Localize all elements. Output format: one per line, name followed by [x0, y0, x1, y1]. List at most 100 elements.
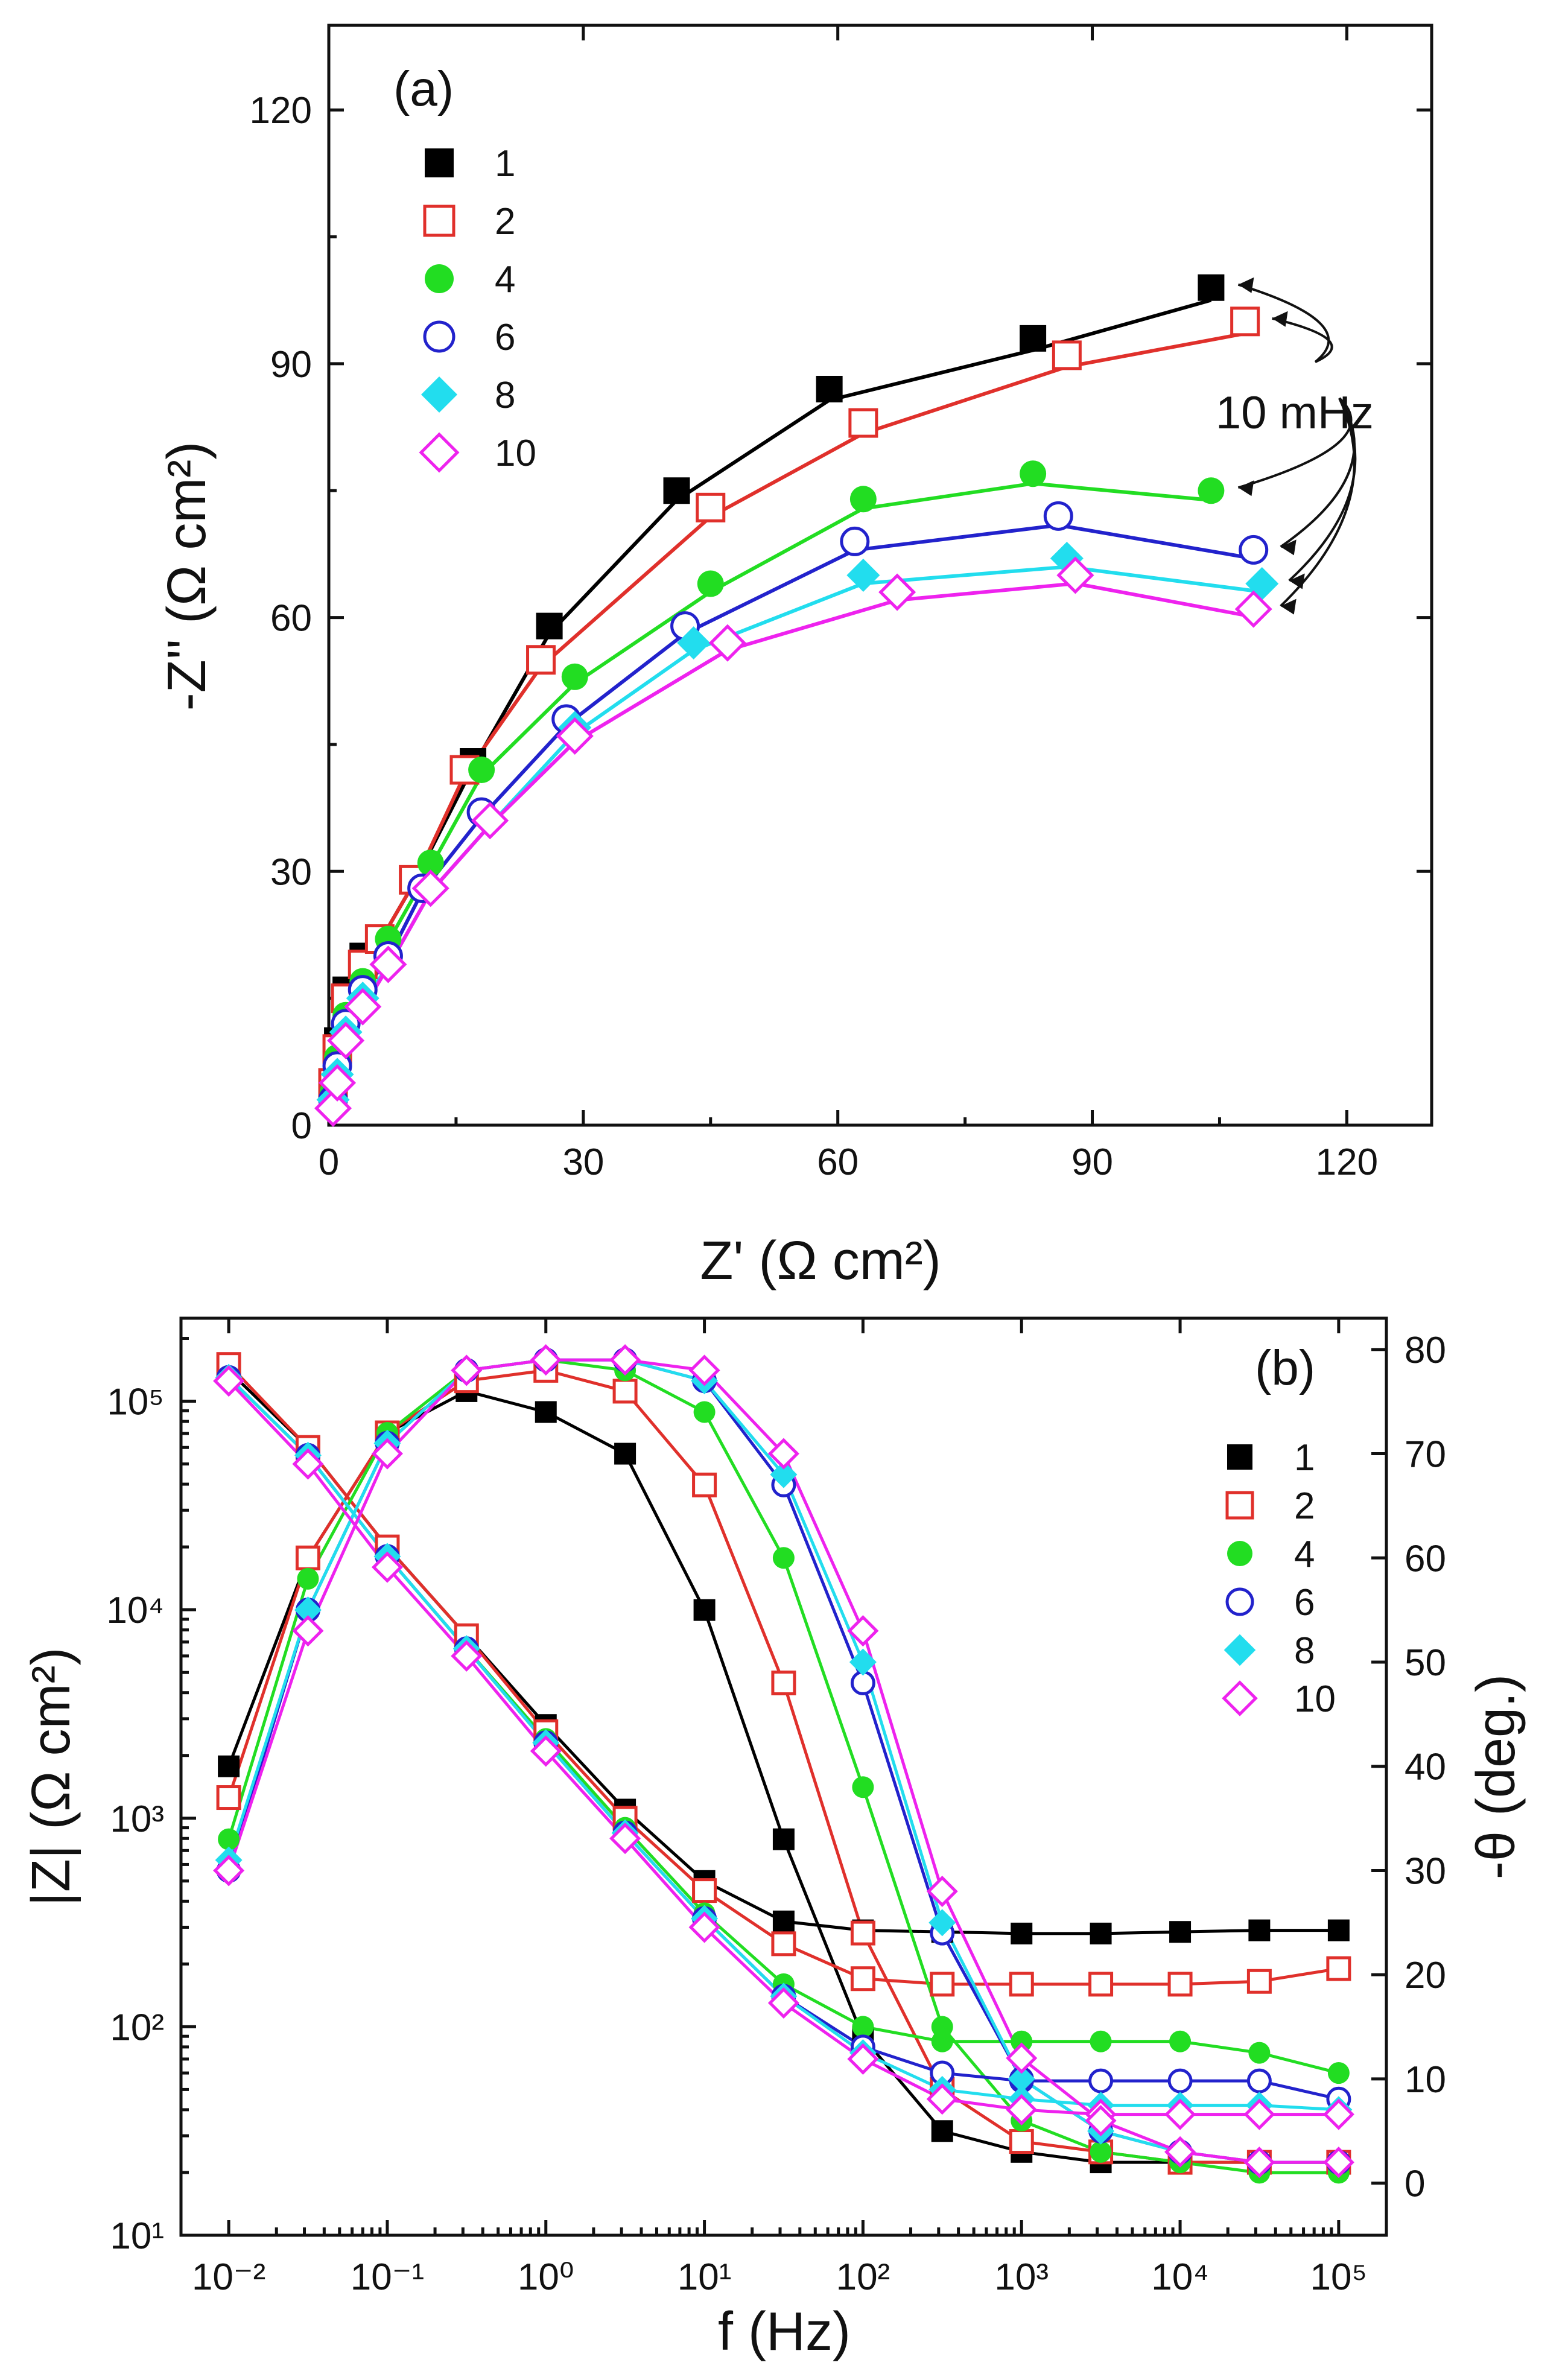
annotation-arrow — [1280, 398, 1356, 608]
legend-marker-a-4 — [425, 264, 454, 293]
point-modulus-1 — [1169, 1921, 1192, 1943]
legend-marker-b-2 — [1225, 1491, 1254, 1520]
point-modulus-4 — [1011, 2030, 1033, 2052]
x-tick-label-a: 60 — [817, 1141, 859, 1183]
plot-frame-b — [179, 1316, 1388, 2237]
point-a-series-6 — [1043, 501, 1073, 531]
point-phase-4 — [772, 1547, 795, 1569]
point-modulus-2 — [692, 1878, 717, 1903]
y-right-tick-label-b: 70 — [1405, 1434, 1446, 1476]
legend-label-b: 4 — [1294, 1534, 1315, 1575]
point-a-series-4 — [697, 570, 724, 597]
point-phase-10 — [371, 1438, 403, 1470]
arrow-head — [1280, 539, 1297, 556]
bode-plot: 10⁻² 10⁻¹ 10⁰ 10¹ 10² 10³ 10⁴ 10⁵10¹10²10³10⁴10… — [21, 1316, 1526, 2362]
point-modulus-10 — [1164, 2098, 1196, 2130]
y-left-tick-label-b: 10² — [110, 2007, 164, 2048]
point-modulus-2 — [1167, 1972, 1193, 1997]
y-left-tick-label-b: 10⁴ — [106, 1590, 164, 1631]
point-phase-1 — [614, 1443, 636, 1465]
point-a-series-4 — [468, 757, 495, 784]
x-tick-label-a: 90 — [1071, 1141, 1113, 1183]
point-a-series-2 — [1052, 340, 1082, 370]
legend-marker-b-10 — [1222, 1680, 1258, 1716]
point-phase-1 — [535, 1401, 557, 1423]
point-phase-1 — [693, 1599, 716, 1621]
legend-marker-a-2 — [423, 205, 455, 237]
point-modulus-4 — [1327, 2062, 1350, 2084]
x-tick-label-a: 120 — [1316, 1141, 1378, 1183]
legend-label-b: 1 — [1294, 1437, 1315, 1479]
legend-label-b: 8 — [1294, 1630, 1315, 1672]
y-tick-label-a: 120 — [250, 90, 312, 132]
arrow-head — [1238, 480, 1254, 497]
point-phase-10 — [1322, 2147, 1354, 2179]
arrow-head — [1238, 277, 1254, 293]
point-a-series-4 — [1020, 460, 1047, 487]
point-modulus-10 — [1322, 2098, 1354, 2130]
point-a-series-8 — [677, 626, 711, 660]
point-modulus-6 — [1088, 2068, 1114, 2093]
x-tick-label-b: 10³ — [994, 2256, 1049, 2298]
point-phase-1 — [931, 2120, 953, 2142]
legend-marker-a-10 — [419, 432, 460, 473]
point-a-series-4 — [1198, 477, 1225, 504]
y-right-tick-label-b: 60 — [1405, 1538, 1446, 1579]
point-phase-2 — [612, 1379, 638, 1404]
point-a-series-6 — [840, 526, 870, 556]
point-a-series-10 — [471, 802, 509, 840]
point-a-series-1 — [663, 477, 690, 504]
y-tick-label-a: 60 — [270, 598, 312, 640]
point-a-series-10 — [369, 945, 407, 983]
y-tick-label-a: 90 — [270, 344, 312, 386]
point-phase-2 — [216, 1785, 241, 1811]
point-phase-2 — [692, 1472, 717, 1497]
point-a-series-2 — [526, 645, 556, 675]
y-left-tick-label-b: 10³ — [110, 1798, 164, 1840]
y-left-tick-label-b: 10¹ — [110, 2215, 164, 2257]
point-modulus-10 — [292, 1448, 324, 1480]
y-right-tick-label-b: 50 — [1405, 1642, 1446, 1684]
point-a-series-2 — [696, 492, 726, 522]
point-phase-2 — [850, 1920, 875, 1946]
point-phase-10 — [609, 1344, 641, 1376]
point-phase-4 — [852, 1776, 874, 1798]
point-modulus-1 — [1090, 1922, 1112, 1944]
point-modulus-10 — [767, 1987, 799, 2019]
point-modulus-10 — [609, 1823, 641, 1855]
legend-label-a: 4 — [495, 259, 515, 300]
y-axis-title-left-b: |Z| (Ω cm²) — [21, 1648, 81, 1906]
point-a-series-10 — [1234, 590, 1272, 628]
y-right-tick-label-b: 40 — [1405, 1747, 1446, 1788]
point-modulus-1 — [1011, 1922, 1033, 1944]
point-phase-8 — [849, 1648, 877, 1676]
point-phase-10 — [530, 1344, 562, 1376]
point-a-series-10 — [1056, 556, 1094, 594]
point-phase-10 — [767, 1438, 799, 1470]
point-phase-10 — [1085, 2104, 1117, 2137]
point-modulus-10 — [451, 1640, 483, 1672]
fit-line-a-2 — [331, 331, 1246, 1084]
legend-label-b: 6 — [1294, 1582, 1315, 1624]
point-a-series-1 — [1020, 325, 1047, 352]
arrow-head — [1280, 598, 1297, 615]
point-a-series-10 — [708, 624, 746, 662]
point-phase-1 — [772, 1828, 795, 1850]
point-modulus-6 — [1167, 2068, 1193, 2093]
point-modulus-1 — [772, 1910, 795, 1932]
point-a-series-2 — [848, 408, 878, 438]
point-modulus-10 — [1243, 2098, 1275, 2130]
point-a-series-10 — [556, 717, 594, 755]
point-phase-10 — [688, 1354, 720, 1386]
x-tick-label-b: 10¹ — [678, 2256, 732, 2298]
ticks-a: 0 30 60 90 120 0 30 60 90 120 — [250, 25, 1432, 1183]
legend-label-a: 10 — [495, 433, 536, 474]
point-a-series-10 — [327, 1021, 365, 1059]
x-tick-label-a: 30 — [562, 1141, 604, 1183]
point-modulus-10 — [371, 1551, 403, 1583]
point-modulus-2 — [850, 1966, 875, 1992]
legend-marker-b-4 — [1227, 1541, 1252, 1566]
point-phase-4 — [693, 1401, 716, 1423]
